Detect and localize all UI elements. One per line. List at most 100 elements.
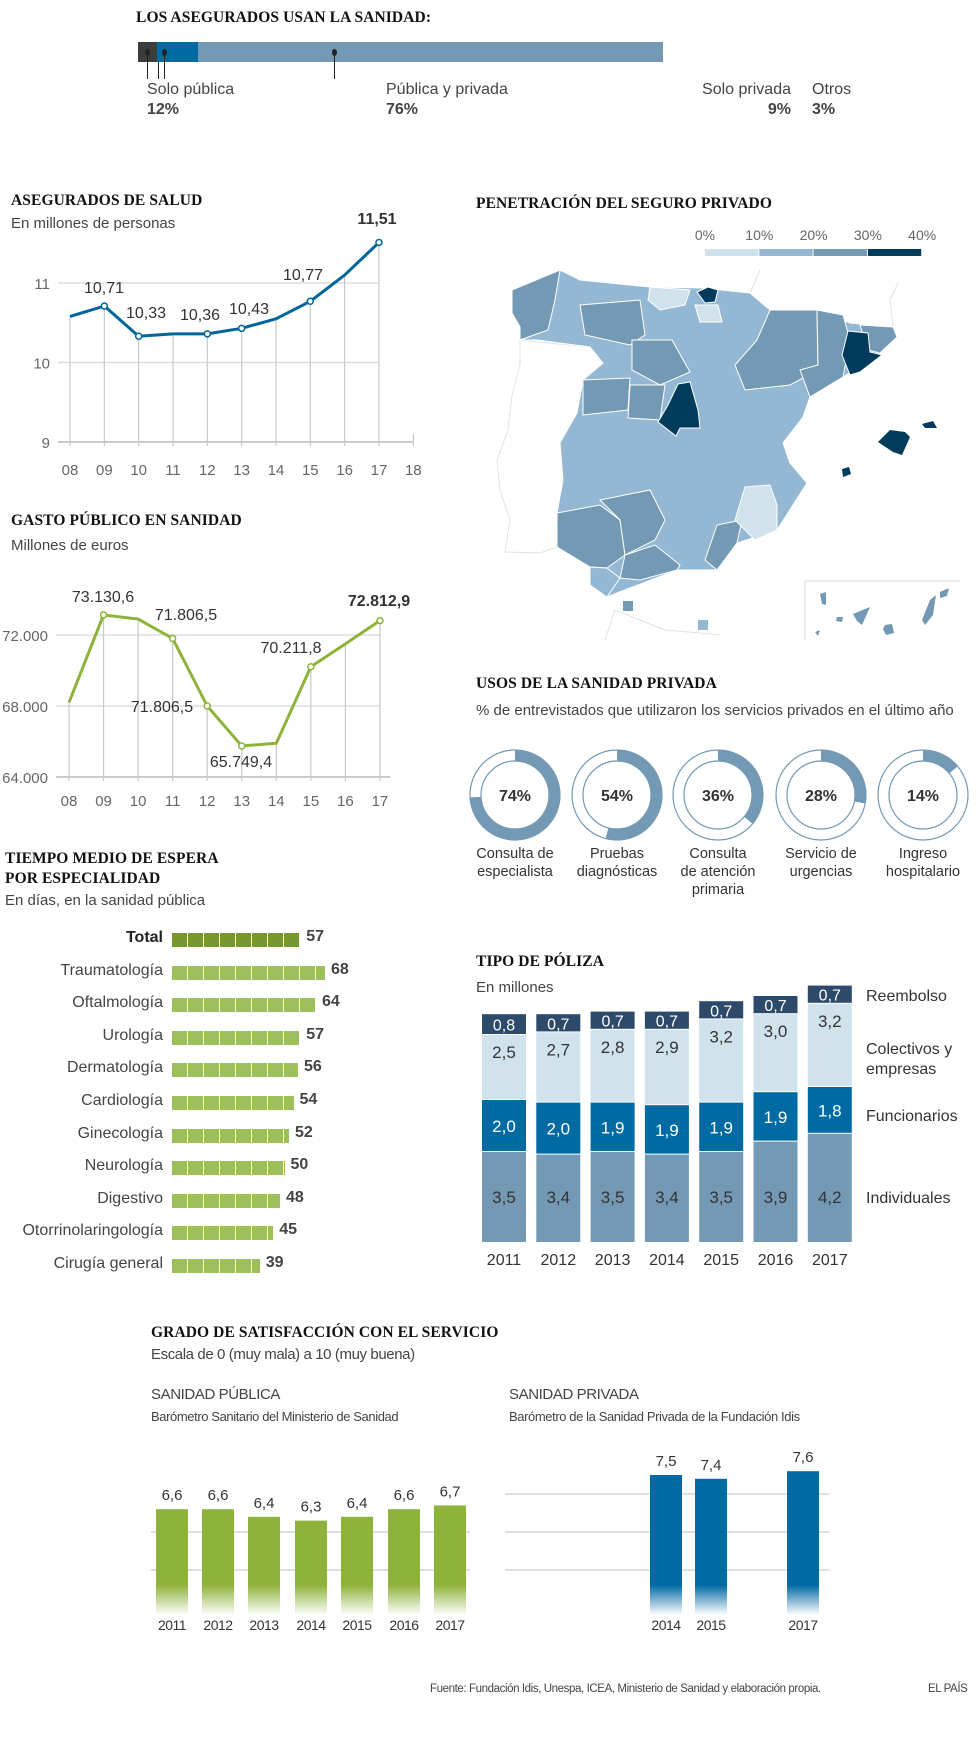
waiting-bar — [172, 1161, 285, 1176]
satisfaction-bar-fade — [695, 1585, 727, 1615]
satisfaction-value-label: 7,6 — [793, 1449, 814, 1466]
satisfaction-bar — [202, 1509, 234, 1585]
policy-segment-individuales — [753, 1141, 798, 1242]
donut-inner-ring — [888, 760, 958, 830]
footer-source: Fuente: Fundación Idis, Unespa, ICEA, Mi… — [430, 1683, 821, 1695]
data-label: 65.749,4 — [210, 754, 272, 771]
policy-segment-reembolso — [644, 1011, 689, 1029]
satisfaction-value-label: 6,4 — [347, 1495, 368, 1512]
spain-map — [496, 269, 960, 641]
africa-coast — [604, 609, 721, 641]
island-ibiza — [842, 467, 851, 477]
region-avila — [627, 384, 666, 421]
insured-chart-subtitle: En millones de personas — [11, 215, 176, 232]
waiting-category-label: Total — [125, 929, 163, 946]
region-galicia — [511, 269, 561, 341]
satisfaction-value-label: 7,5 — [656, 1453, 677, 1470]
insured-use-title: LOS ASEGURADOS USAN LA SANIDAD: — [136, 9, 432, 26]
policy-value-label: 3,5 — [492, 1188, 516, 1207]
satisfaction-year-label: 2015 — [342, 1617, 372, 1633]
waiting-bar — [172, 1030, 301, 1045]
policy-year-label: 2017 — [812, 1252, 848, 1269]
data-label: 10,77 — [283, 267, 323, 284]
waiting-category-label: Oftalmología — [72, 994, 163, 1012]
map-legend-swatch — [705, 249, 759, 256]
insured-chart-title: ASEGURADOS DE SALUD — [11, 192, 203, 209]
x-tick-label: 12 — [199, 793, 216, 810]
x-tick-label: 15 — [302, 462, 319, 479]
satisfaction-bar-fade — [787, 1585, 819, 1615]
region-alava — [694, 304, 723, 323]
data-label: 10,43 — [229, 301, 269, 318]
data-label: 11,51 — [357, 211, 396, 228]
region-salamanca — [582, 377, 631, 416]
policy-legend-colectivos: empresas — [866, 1061, 936, 1078]
policy-value-label: 3,2 — [709, 1027, 733, 1046]
donut-inner-ring — [480, 760, 550, 830]
waiting-bar — [172, 1128, 289, 1143]
policy-segment-colectivos — [482, 1035, 526, 1099]
waiting-bar — [172, 1226, 274, 1241]
share-label: Pública y privada — [386, 81, 508, 98]
region-cantabria-asturias — [647, 286, 691, 311]
share-segment — [138, 42, 663, 62]
donut-category-label: Consulta — [689, 846, 747, 862]
data-label: 72.812,9 — [348, 593, 410, 610]
region-gipuzkoa — [696, 286, 719, 304]
waiting-value-label: 68 — [331, 960, 349, 978]
region-madrid — [657, 381, 701, 437]
satisfaction-value-label: 6,4 — [254, 1495, 275, 1512]
share-leader-line — [158, 55, 159, 79]
share-leader-line — [164, 55, 166, 79]
x-tick-label: 10 — [130, 793, 147, 810]
policy-value-label: 2,7 — [546, 1040, 570, 1059]
x-tick-label: 08 — [62, 462, 79, 479]
y-tick-label: 64.000 — [2, 770, 48, 787]
region-lleida-tarragona — [799, 309, 851, 398]
policy-legend-colectivos: Colectivos y — [866, 1041, 952, 1058]
region-murcia — [734, 484, 778, 541]
policy-segment-reembolso — [807, 985, 852, 1003]
policy-value-label: 0,7 — [547, 1016, 569, 1033]
policy-value-label: 0,8 — [493, 1018, 515, 1035]
island-mallorca — [878, 430, 910, 455]
map-title: PENETRACIÓN DEL SEGURO PRIVADO — [476, 195, 772, 212]
waiting-bar — [172, 1259, 260, 1273]
x-tick-label: 17 — [371, 462, 388, 479]
satisfaction-bar-fade — [650, 1585, 682, 1615]
policy-year-label: 2014 — [649, 1252, 685, 1269]
data-label: 10,36 — [180, 307, 220, 324]
donut-value-label: 36% — [702, 788, 734, 805]
satisfaction-bar — [248, 1516, 280, 1585]
share-value: 76% — [386, 101, 419, 118]
share-marker-dot — [332, 49, 338, 56]
private-uses-subtitle: % de entrevistados que utilizaron los se… — [476, 702, 954, 719]
data-point — [100, 302, 109, 310]
donut-category-label: urgencias — [790, 864, 853, 880]
x-tick-label: 10 — [130, 462, 147, 479]
policy-year-label: 2015 — [703, 1252, 739, 1269]
policy-year-label: 2013 — [595, 1252, 631, 1269]
donut-value-arc — [776, 750, 866, 840]
satisfaction-year-label: 2015 — [696, 1617, 726, 1633]
data-point — [237, 324, 246, 333]
satisfaction-year-label: 2017 — [788, 1617, 818, 1633]
data-label: 71.806,5 — [155, 607, 217, 624]
data-point — [238, 742, 246, 750]
satisfaction-year-label: 2016 — [389, 1617, 419, 1633]
satisfaction-bar — [650, 1475, 682, 1585]
waiting-title-line2: POR ESPECIALIDAD — [5, 870, 161, 887]
donut-inner-ring — [683, 760, 753, 830]
map-legend-swatch — [813, 249, 867, 256]
region-barcelona — [841, 330, 884, 376]
policy-value-label: 0,7 — [710, 1003, 732, 1020]
waiting-category-label: Urología — [102, 1026, 163, 1044]
policy-segment-individuales — [590, 1152, 635, 1242]
policy-value-label: 2,9 — [655, 1038, 679, 1057]
donut-value-arc — [470, 750, 560, 840]
data-line — [67, 613, 381, 748]
donut-category-label: especialista — [477, 864, 554, 880]
policy-segment-funcionarios — [753, 1092, 798, 1141]
satisfaction-year-label: 2014 — [651, 1617, 681, 1633]
waiting-value-label: 64 — [322, 993, 340, 1011]
